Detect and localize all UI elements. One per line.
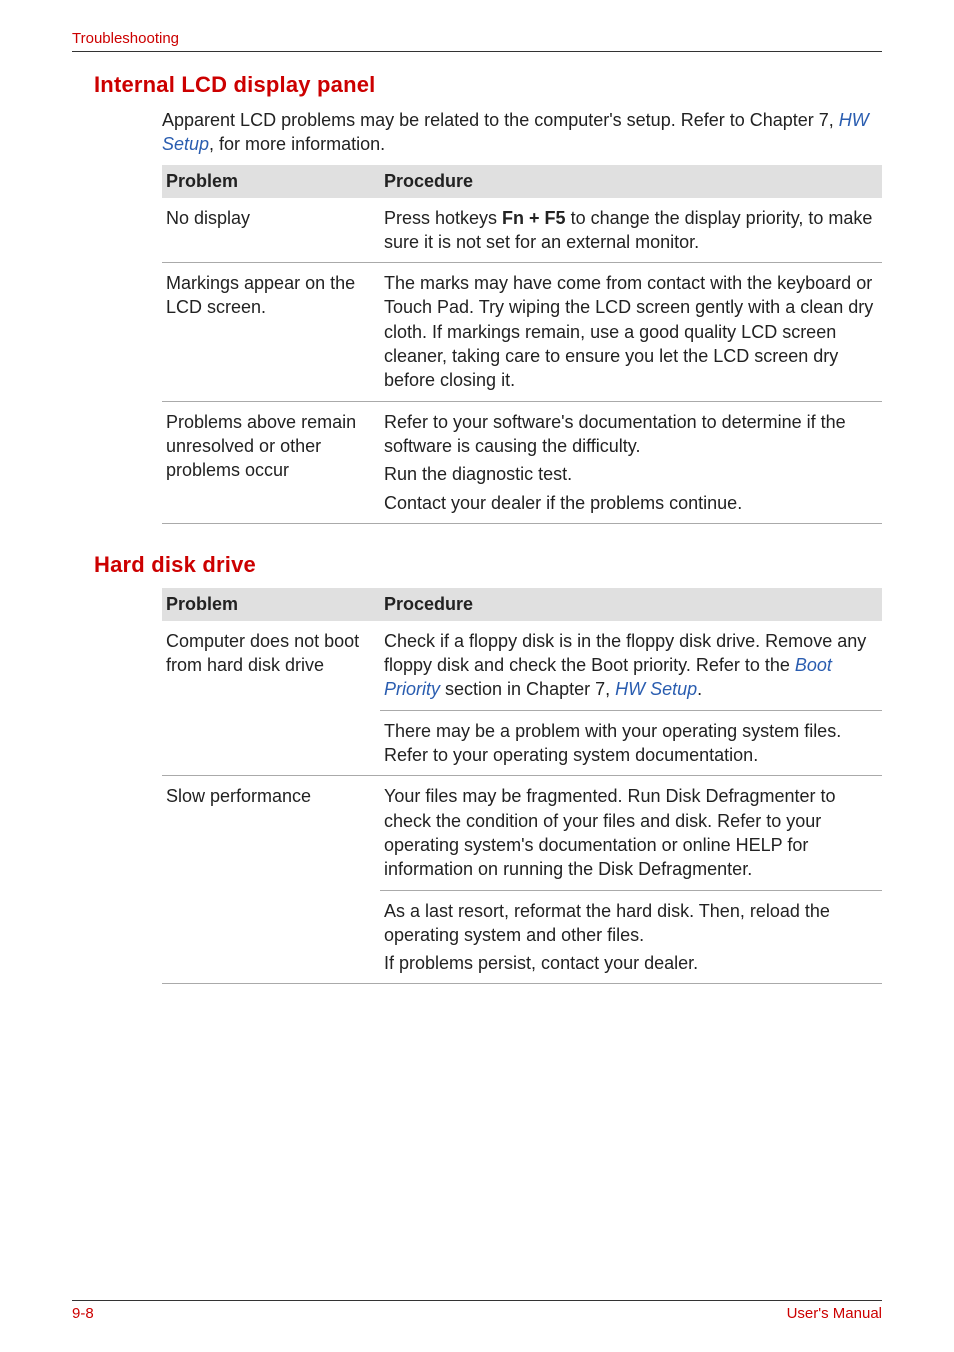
proc1-pre: Check if a floppy disk is in the floppy … [384,631,866,675]
table-header-row: Problem Procedure [162,165,882,198]
proc1-post: . [697,679,702,699]
proc-line-c: Contact your dealer if the problems cont… [384,491,874,515]
lcd-intro-pre: Apparent LCD problems may be related to … [162,110,839,130]
procedure-cell: As a last resort, reformat the hard disk… [380,890,882,984]
table-row: Markings appear on the LCD screen. The m… [162,263,882,401]
problem-cell: Computer does not boot from hard disk dr… [162,621,380,710]
problem-cell: Problems above remain unresolved or othe… [162,401,380,523]
hwsetup-link-2[interactable]: HW Setup [615,679,697,699]
page-footer: 9-8 User's Manual [72,1300,882,1322]
procedure-cell: The marks may have come from contact wit… [380,263,882,401]
page-number: 9-8 [72,1305,94,1322]
col-problem: Problem [162,588,380,621]
table-row: Slow performance Your files may be fragm… [162,776,882,890]
lcd-table: Problem Procedure No display Press hotke… [162,165,882,524]
proc-line-a: Refer to your software's documentation t… [384,410,874,459]
lcd-intro-post: , for more information. [209,134,385,154]
col-procedure: Procedure [380,588,882,621]
procedure-cell: Your files may be fragmented. Run Disk D… [380,776,882,890]
proc-line-b: Run the diagnostic test. [384,462,874,486]
table-row: Problems above remain unresolved or othe… [162,401,882,523]
procedure-cell: There may be a problem with your operati… [380,710,882,776]
proc-pre: Press hotkeys [384,208,502,228]
col-procedure: Procedure [380,165,882,198]
proc2-b: If problems persist, contact your dealer… [384,951,874,975]
problem-cell: Slow performance [162,776,380,890]
table-header-row: Problem Procedure [162,588,882,621]
proc1-mid: section in Chapter 7, [440,679,615,699]
problem-cell: Markings appear on the LCD screen. [162,263,380,401]
lcd-intro: Apparent LCD problems may be related to … [162,108,882,157]
table-row: There may be a problem with your operati… [162,710,882,776]
problem-cell-empty [162,710,380,776]
problem-cell-empty [162,890,380,984]
section-title-lcd: Internal LCD display panel [94,72,882,98]
problem-cell: No display [162,198,380,263]
proc2-a: As a last resort, reformat the hard disk… [384,899,874,948]
procedure-cell: Refer to your software's documentation t… [380,401,882,523]
procedure-cell: Check if a floppy disk is in the floppy … [380,621,882,710]
col-problem: Problem [162,165,380,198]
manual-label: User's Manual [787,1305,882,1322]
running-head: Troubleshooting [72,30,179,47]
table-row: As a last resort, reformat the hard disk… [162,890,882,984]
table-row: Computer does not boot from hard disk dr… [162,621,882,710]
section-title-hdd: Hard disk drive [94,552,882,578]
procedure-cell: Press hotkeys Fn + F5 to change the disp… [380,198,882,263]
hotkey: Fn + F5 [502,208,566,228]
hdd-table: Problem Procedure Computer does not boot… [162,588,882,985]
table-row: No display Press hotkeys Fn + F5 to chan… [162,198,882,263]
